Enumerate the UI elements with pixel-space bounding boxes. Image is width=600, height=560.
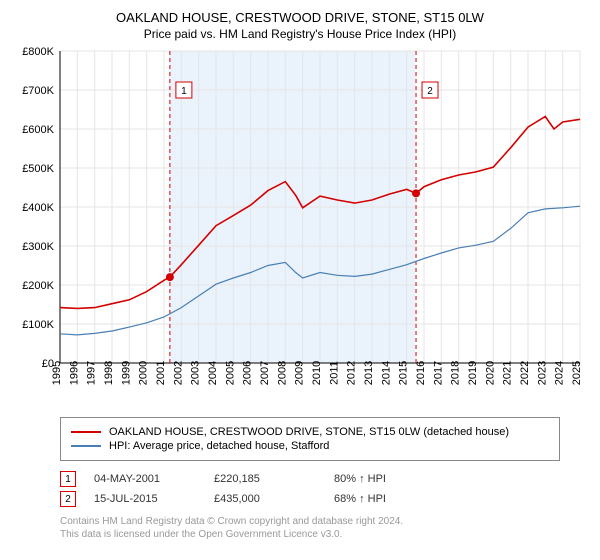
svg-text:£800K: £800K [22,47,54,58]
svg-text:2: 2 [427,86,433,97]
svg-text:2021: 2021 [502,361,514,385]
svg-text:1999: 1999 [120,361,132,385]
event-delta: 68% ↑ HPI [334,493,434,505]
svg-text:£300K: £300K [22,241,54,253]
svg-text:1995: 1995 [51,361,63,385]
svg-text:2024: 2024 [554,361,566,385]
svg-text:£700K: £700K [22,85,54,97]
legend-line-hpi [71,445,101,447]
legend-line-property [71,431,101,433]
event-price: £435,000 [214,493,334,505]
svg-text:1998: 1998 [103,361,115,385]
svg-text:2020: 2020 [484,361,496,385]
legend-box: OAKLAND HOUSE, CRESTWOOD DRIVE, STONE, S… [60,417,560,461]
svg-text:2019: 2019 [467,361,479,385]
chart-subtitle: Price paid vs. HM Land Registry's House … [12,27,588,41]
svg-text:1997: 1997 [86,361,98,385]
svg-text:2012: 2012 [346,361,358,385]
svg-text:1996: 1996 [68,361,80,385]
svg-text:2001: 2001 [155,361,167,385]
svg-text:2002: 2002 [172,361,184,385]
svg-text:2023: 2023 [536,361,548,385]
svg-text:2014: 2014 [380,361,392,385]
svg-text:2008: 2008 [276,361,288,385]
svg-text:£500K: £500K [22,163,54,175]
svg-text:£100K: £100K [22,319,54,331]
chart-plot-area: £0£100K£200K£300K£400K£500K£600K£700K£80… [12,47,588,407]
svg-text:2025: 2025 [571,361,583,385]
svg-text:2009: 2009 [294,361,306,385]
svg-text:2010: 2010 [311,361,323,385]
svg-text:1: 1 [181,86,187,97]
event-row: 2 15-JUL-2015 £435,000 68% ↑ HPI [60,491,588,507]
svg-text:2004: 2004 [207,361,219,385]
event-delta: 80% ↑ HPI [334,473,434,485]
svg-text:2013: 2013 [363,361,375,385]
svg-text:2003: 2003 [190,361,202,385]
svg-text:£600K: £600K [22,124,54,136]
footer-line: Contains HM Land Registry data © Crown c… [60,515,588,528]
line-chart-svg: £0£100K£200K£300K£400K£500K£600K£700K£80… [12,47,588,407]
footer-attribution: Contains HM Land Registry data © Crown c… [60,515,588,541]
event-row: 1 04-MAY-2001 £220,185 80% ↑ HPI [60,471,588,487]
svg-text:2000: 2000 [138,361,150,385]
svg-text:2016: 2016 [415,361,427,385]
footer-line: This data is licensed under the Open Gov… [60,528,588,541]
svg-text:£200K: £200K [22,280,54,292]
svg-text:2017: 2017 [432,361,444,385]
svg-text:2006: 2006 [242,361,254,385]
svg-text:£400K: £400K [22,202,54,214]
svg-text:2007: 2007 [259,361,271,385]
chart-container: OAKLAND HOUSE, CRESTWOOD DRIVE, STONE, S… [0,0,600,547]
svg-text:2011: 2011 [328,361,340,385]
event-date: 15-JUL-2015 [94,493,214,505]
svg-text:2015: 2015 [398,361,410,385]
legend-label: HPI: Average price, detached house, Staf… [109,440,329,452]
svg-text:2005: 2005 [224,361,236,385]
svg-text:2018: 2018 [450,361,462,385]
chart-title: OAKLAND HOUSE, CRESTWOOD DRIVE, STONE, S… [12,10,588,25]
events-table: 1 04-MAY-2001 £220,185 80% ↑ HPI 2 15-JU… [60,471,588,507]
legend-label: OAKLAND HOUSE, CRESTWOOD DRIVE, STONE, S… [109,426,509,438]
legend-item: OAKLAND HOUSE, CRESTWOOD DRIVE, STONE, S… [71,426,549,438]
legend-item: HPI: Average price, detached house, Staf… [71,440,549,452]
event-badge: 2 [60,491,76,507]
event-date: 04-MAY-2001 [94,473,214,485]
event-price: £220,185 [214,473,334,485]
event-badge: 1 [60,471,76,487]
svg-text:2022: 2022 [519,361,531,385]
